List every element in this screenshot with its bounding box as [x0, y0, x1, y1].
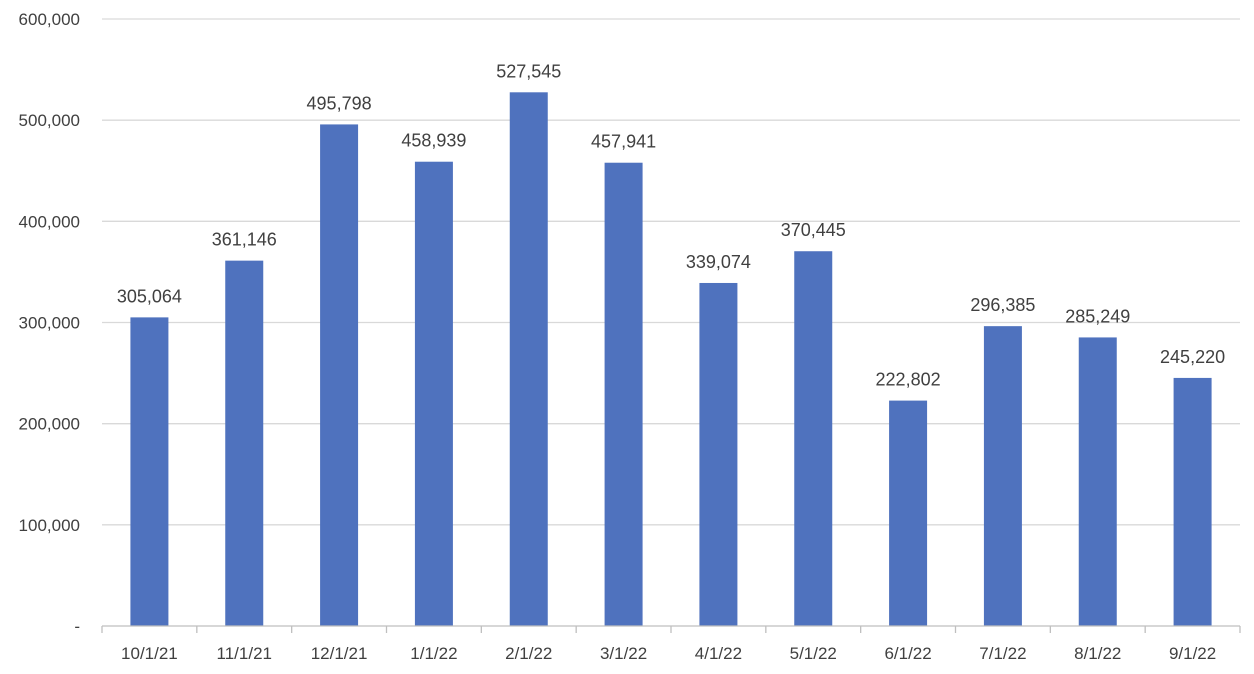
- bar: [983, 326, 1022, 626]
- y-tick-label: -: [74, 617, 80, 636]
- data-label: 370,445: [781, 220, 846, 240]
- data-labels: 305,064 361,146 495,798 458,939 527,545 457,9…: [117, 61, 1225, 389]
- bar: [414, 161, 453, 626]
- x-tick-label: 2/1/22: [505, 644, 552, 663]
- y-tick-label: 100,000: [19, 516, 80, 535]
- data-label: 458,939: [401, 131, 466, 151]
- data-label: 305,064: [117, 286, 182, 306]
- gridlines: [102, 18, 1240, 526]
- x-tick-label: 9/1/22: [1169, 644, 1216, 663]
- bar: [1173, 377, 1212, 626]
- bar: [509, 92, 548, 627]
- data-label: 222,802: [876, 370, 941, 390]
- data-label: 296,385: [970, 295, 1035, 315]
- x-tick-label: 12/1/21: [311, 644, 368, 663]
- x-tick-label: 6/1/22: [884, 644, 931, 663]
- bar: [604, 162, 643, 626]
- data-label: 339,074: [686, 252, 751, 272]
- y-tick-label: 200,000: [19, 415, 80, 434]
- bar: [1078, 337, 1117, 626]
- y-tick-label: 500,000: [19, 111, 80, 130]
- x-tick-label: 8/1/22: [1074, 644, 1121, 663]
- x-tick-label: 4/1/22: [695, 644, 742, 663]
- x-tick-label: 5/1/22: [790, 644, 837, 663]
- data-label: 457,941: [591, 132, 656, 152]
- x-axis: 10/1/21 11/1/21 12/1/21 1/1/22 2/1/22 3/1/22 4…: [101, 625, 1241, 663]
- y-tick-label: 600,000: [19, 10, 80, 29]
- x-tick-label: 11/1/21: [217, 644, 272, 663]
- data-label: 361,146: [212, 230, 277, 250]
- bar: [889, 400, 928, 626]
- data-label: 527,545: [496, 61, 561, 81]
- data-label: 495,798: [307, 93, 372, 113]
- bar: [130, 317, 169, 626]
- bar: [320, 124, 359, 626]
- x-tick-label: 10/1/21: [121, 644, 178, 663]
- x-tick-label: 7/1/22: [979, 644, 1026, 663]
- y-tick-label: 300,000: [19, 314, 80, 333]
- bar: [225, 260, 264, 626]
- data-label: 245,220: [1160, 347, 1225, 367]
- y-tick-label: 400,000: [19, 212, 80, 231]
- bars: [130, 92, 1212, 627]
- x-tick-label: 1/1/22: [410, 644, 457, 663]
- bar: [794, 251, 833, 626]
- x-tick-label: 3/1/22: [600, 644, 647, 663]
- bar: [699, 282, 738, 626]
- y-axis-tick-labels: - 100,000 200,000 300,000 400,000 500,000 600,…: [19, 10, 80, 636]
- data-label: 285,249: [1065, 306, 1130, 326]
